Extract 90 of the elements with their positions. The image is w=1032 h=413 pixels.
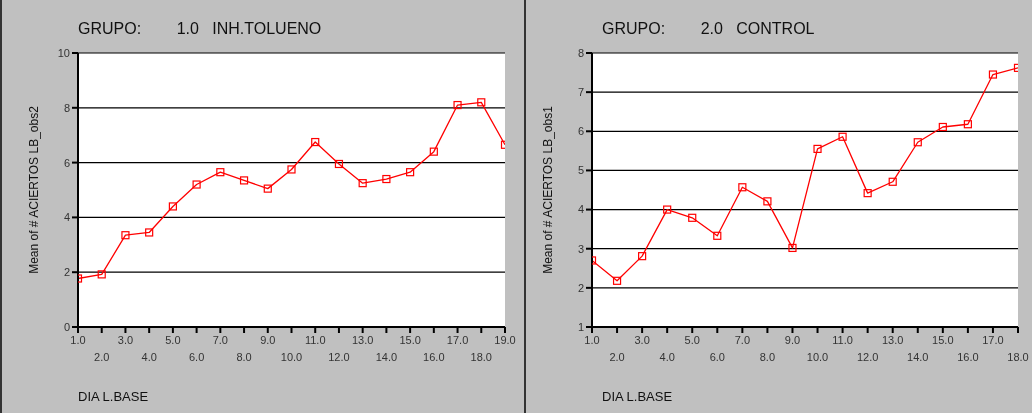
point xyxy=(263,184,272,193)
x-tick-label: 9.0 xyxy=(784,334,801,346)
x-tick-label: 12.0 xyxy=(856,351,879,363)
x-tick-label: 7.0 xyxy=(212,334,228,346)
y-tick-label: 0 xyxy=(63,320,70,333)
x-tick-label: 3.0 xyxy=(117,334,134,346)
y-tick-label: 8 xyxy=(63,101,70,114)
y-tick-label: 10 xyxy=(57,46,70,59)
x-tick-label: 15.0 xyxy=(932,334,954,346)
x-tick-label: 8.0 xyxy=(759,351,776,363)
x-tick-label: 1.0 xyxy=(70,334,86,346)
x-tick-label: 18.0 xyxy=(470,351,492,363)
x-axis-title: DIA L.BASE xyxy=(78,389,149,404)
x-tick-label: 5.0 xyxy=(165,334,181,346)
point xyxy=(838,132,847,141)
point xyxy=(453,100,462,110)
x-tick-label: 2.0 xyxy=(609,351,625,363)
point xyxy=(97,270,106,279)
chart-title: GRUPO: 1.0 INH.TOLUENO xyxy=(78,20,322,38)
x-tick-label: 1.0 xyxy=(584,334,600,346)
point xyxy=(121,231,130,240)
x-tick-label: 11.0 xyxy=(304,334,326,346)
point xyxy=(738,183,747,192)
x-tick-label: 7.0 xyxy=(734,334,750,346)
point xyxy=(763,197,772,206)
y-tick-label: 1 xyxy=(577,320,584,333)
point xyxy=(612,276,622,285)
x-tick-label: 4.0 xyxy=(659,351,675,363)
x-tick-label: 2.0 xyxy=(94,351,110,363)
y-tick-label: 5 xyxy=(577,164,584,177)
x-tick-label: 4.0 xyxy=(141,351,157,363)
point xyxy=(406,168,415,177)
point xyxy=(638,252,647,261)
point xyxy=(713,231,722,240)
x-tick-label: 16.0 xyxy=(957,351,979,363)
point xyxy=(938,122,947,132)
x-tick-label: 10.0 xyxy=(806,351,829,363)
x-tick-label: 6.0 xyxy=(188,351,205,363)
x-tick-label: 13.0 xyxy=(881,334,904,346)
x-axis-title: DIA L.BASE xyxy=(602,389,673,404)
x-tick-label: 14.0 xyxy=(375,351,398,363)
point xyxy=(863,189,872,198)
point xyxy=(334,159,344,169)
y-tick-label: 7 xyxy=(577,86,584,99)
point xyxy=(663,205,672,214)
point xyxy=(963,120,972,129)
chart-title: GRUPO: 2.0 CONTROL xyxy=(602,20,815,38)
x-tick-label: 14.0 xyxy=(907,351,929,363)
x-tick-label: 10.0 xyxy=(280,351,303,363)
point xyxy=(311,137,320,147)
x-tick-label: 15.0 xyxy=(399,334,421,346)
x-tick-label: 6.0 xyxy=(709,351,725,363)
point xyxy=(358,179,367,188)
point xyxy=(477,98,486,107)
point xyxy=(688,213,697,222)
x-tick-label: 18.0 xyxy=(1007,351,1029,363)
y-tick-label: 6 xyxy=(63,156,70,169)
y-tick-label: 2 xyxy=(63,266,70,279)
y-tick-label: 8 xyxy=(577,46,584,59)
x-tick-label: 11.0 xyxy=(832,334,853,346)
point xyxy=(888,177,897,186)
x-tick-label: 3.0 xyxy=(634,334,650,346)
y-tick-label: 3 xyxy=(577,242,584,255)
point xyxy=(382,174,391,184)
y-axis-title: Mean of # ACIERTOS LB_obs1 xyxy=(541,105,556,274)
y-tick-label: 4 xyxy=(577,203,584,216)
point xyxy=(145,228,154,237)
y-axis-title: Mean of # ACIERTOS LB_obs2 xyxy=(27,105,42,274)
x-tick-label: 9.0 xyxy=(260,334,276,346)
point xyxy=(813,144,822,153)
x-tick-label: 13.0 xyxy=(351,334,374,346)
y-tick-label: 4 xyxy=(63,211,70,224)
point xyxy=(287,165,296,174)
x-tick-label: 17.0 xyxy=(446,334,469,346)
x-tick-label: 16.0 xyxy=(423,351,445,363)
point xyxy=(168,202,177,211)
x-tick-label: 17.0 xyxy=(982,334,1004,346)
y-tick-label: 6 xyxy=(577,125,584,138)
x-tick-label: 19.0 xyxy=(494,334,516,346)
point xyxy=(192,180,201,189)
y-tick-label: 2 xyxy=(577,281,584,294)
x-tick-label: 5.0 xyxy=(684,334,700,346)
point xyxy=(988,70,998,79)
point xyxy=(239,176,249,185)
point xyxy=(216,168,225,177)
x-tick-label: 8.0 xyxy=(236,351,252,363)
point xyxy=(913,138,922,147)
x-tick-label: 12.0 xyxy=(328,351,350,363)
point xyxy=(788,243,797,253)
point xyxy=(429,147,438,156)
